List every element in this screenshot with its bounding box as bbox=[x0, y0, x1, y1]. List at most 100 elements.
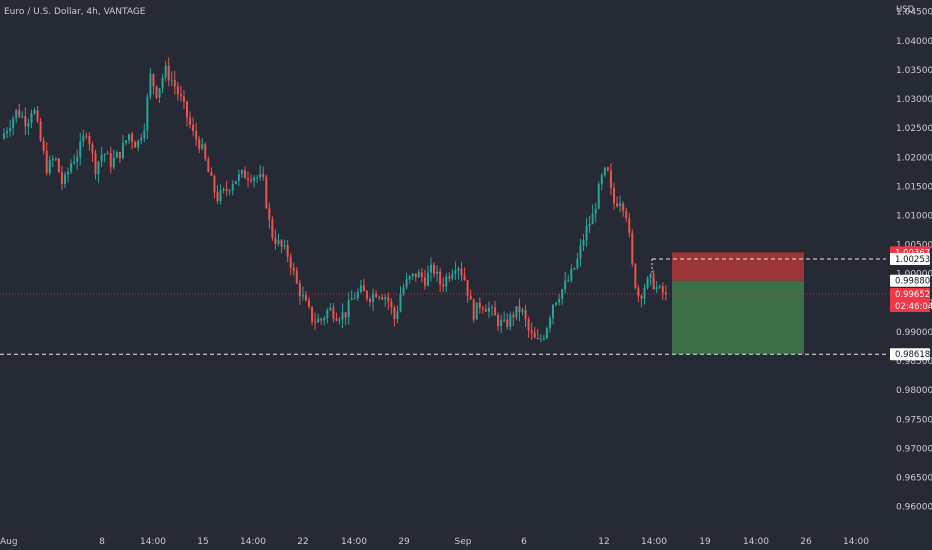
candle-body bbox=[106, 153, 109, 155]
current-price-badge: 0.99652 bbox=[895, 290, 930, 300]
candle-body bbox=[558, 299, 561, 303]
candle-body bbox=[219, 190, 222, 202]
candle-body bbox=[634, 264, 637, 288]
x-axis[interactable]: Aug 8 14:00 15 14:00 22 14:00 29 Sep 6 12 14:00 19 14… bbox=[0, 537, 869, 547]
candle-body bbox=[426, 272, 429, 286]
candle-body bbox=[545, 328, 548, 339]
candle-body bbox=[97, 161, 100, 175]
candle-body bbox=[176, 86, 179, 95]
candle-body bbox=[277, 240, 280, 244]
y-tick-label: 1.02500 bbox=[896, 124, 932, 134]
x-tick-label: 14:00 bbox=[743, 537, 769, 547]
y-tick-label: 1.04500 bbox=[896, 8, 932, 18]
candle-body bbox=[70, 163, 73, 172]
candle-body bbox=[225, 188, 228, 191]
candle-body bbox=[115, 151, 118, 158]
x-tick-label: 26 bbox=[800, 537, 812, 547]
candle-body bbox=[247, 178, 249, 180]
candle-body bbox=[353, 298, 356, 300]
candle-body bbox=[396, 311, 399, 320]
y-tick-label: 0.97500 bbox=[896, 415, 932, 425]
candle-body bbox=[207, 159, 210, 173]
candle-body bbox=[466, 280, 469, 296]
candle-body bbox=[298, 283, 301, 297]
candle-body bbox=[216, 192, 219, 202]
candle-body bbox=[91, 144, 94, 154]
candle-body bbox=[164, 65, 167, 78]
candle-body bbox=[378, 297, 381, 299]
candle-body bbox=[454, 270, 457, 275]
candle-body bbox=[515, 306, 518, 318]
entry-price-badge: 0.99880 bbox=[895, 277, 930, 287]
candle-body bbox=[134, 141, 137, 148]
candle-body bbox=[103, 154, 106, 156]
candle-body bbox=[335, 318, 338, 321]
candle-body bbox=[561, 289, 564, 300]
candle-body bbox=[606, 167, 609, 171]
candle-body bbox=[234, 181, 237, 185]
x-tick-label: 8 bbox=[99, 537, 105, 547]
candle-body bbox=[304, 295, 307, 301]
chart-title: Euro / U.S. Dollar, 4h, VANTAGE bbox=[4, 7, 146, 17]
y-tick-label: 0.96500 bbox=[896, 474, 932, 484]
candle-body bbox=[619, 203, 622, 207]
candle-body bbox=[88, 135, 91, 145]
candle-body bbox=[308, 300, 310, 307]
candle-body bbox=[347, 300, 350, 318]
candle-body bbox=[30, 113, 33, 123]
candle-body bbox=[51, 159, 54, 161]
take-profit-zone bbox=[672, 280, 804, 355]
candle-body bbox=[170, 79, 173, 81]
candle-body bbox=[652, 273, 655, 290]
candle-body bbox=[640, 296, 643, 299]
y-tick-label: 0.98500 bbox=[896, 357, 932, 367]
candle-body bbox=[430, 264, 432, 273]
candle-body bbox=[628, 218, 631, 233]
target-price-badge: 0.98618 bbox=[895, 350, 930, 360]
candle-body bbox=[240, 170, 243, 175]
candle-body bbox=[155, 86, 158, 98]
x-tick-label: 14:00 bbox=[341, 537, 367, 547]
candle-body bbox=[295, 270, 298, 284]
price-lines bbox=[0, 258, 886, 355]
stop-loss-zone bbox=[672, 252, 804, 281]
candle-body bbox=[643, 288, 646, 299]
candle-body bbox=[582, 240, 585, 246]
candle-body bbox=[655, 286, 658, 290]
short-position-tool[interactable] bbox=[672, 252, 804, 355]
x-tick-label: Sep bbox=[455, 537, 472, 547]
y-axis[interactable]: 1.04500 1.04000 1.03500 1.03000 1.02500 1.020… bbox=[896, 8, 932, 513]
candle-body bbox=[256, 177, 259, 179]
candle-body bbox=[118, 151, 121, 159]
candle-body bbox=[237, 174, 240, 182]
x-tick-label: 12 bbox=[598, 537, 609, 547]
candle-body bbox=[292, 267, 295, 271]
x-tick-label: 14:00 bbox=[140, 537, 166, 547]
candle-body bbox=[42, 140, 45, 151]
candle-body bbox=[283, 245, 286, 247]
candle-body bbox=[48, 159, 51, 174]
candle-body bbox=[384, 297, 387, 300]
candle-body bbox=[274, 237, 277, 244]
candle-body bbox=[204, 144, 207, 160]
candle-body bbox=[189, 117, 192, 125]
candle-body bbox=[182, 96, 185, 102]
candle-body bbox=[457, 268, 460, 271]
candle-body bbox=[3, 133, 5, 139]
y-tick-label: 1.02000 bbox=[896, 153, 932, 163]
candle-body bbox=[433, 264, 436, 274]
candle-body bbox=[365, 291, 368, 299]
candle-body bbox=[436, 271, 439, 274]
candle-body bbox=[521, 309, 524, 313]
candle-body bbox=[158, 88, 161, 98]
candle-body bbox=[329, 307, 332, 311]
candle-body bbox=[402, 287, 405, 294]
entry-price-badge-bg bbox=[890, 274, 930, 287]
candle-body bbox=[649, 273, 652, 279]
candle-body bbox=[381, 297, 384, 300]
candle-body bbox=[317, 318, 320, 323]
candle-body bbox=[27, 122, 30, 127]
candle-body bbox=[131, 134, 134, 142]
x-tick-label: Aug bbox=[0, 537, 18, 547]
